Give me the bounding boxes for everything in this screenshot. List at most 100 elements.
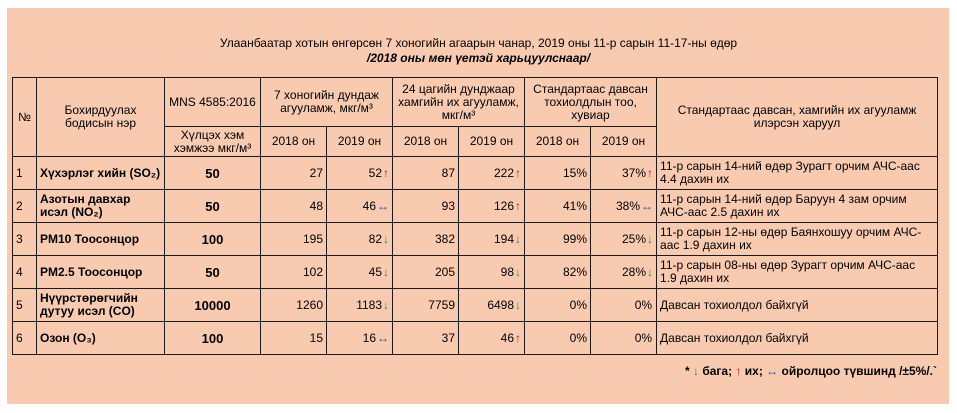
header-pollutant: Бохирдуулах бодисын нэр [36, 77, 165, 157]
cell-value: 46 [500, 330, 515, 345]
exceed-2019: 0% [590, 288, 658, 322]
table-row: 5 Нүүрстөрөгчийн дутуу исэл (CO) 10000 1260… [12, 288, 939, 322]
exceed-2018: 0% [524, 321, 592, 355]
avg-2018: 195 [260, 222, 327, 256]
arrow-down-icon: ↓ [383, 231, 389, 246]
arrow-left-right-icon: ↔ [377, 198, 389, 213]
arrow-down-icon: ↓ [515, 231, 522, 246]
avg-2018: 15 [260, 321, 327, 355]
exceed-2019: 0% [590, 321, 658, 355]
cell-value: 28% [622, 264, 647, 279]
max-2019: 6498↓ [457, 288, 526, 322]
cell-value: 0% [634, 330, 653, 345]
max-2018: 7759 [392, 288, 459, 322]
header-mns: MNS 4585:2016 [164, 77, 261, 127]
header-exceed-2019: 2019 он [590, 126, 658, 157]
avg-2018: 1260 [260, 288, 327, 322]
header-avg-2018: 2018 он [260, 126, 327, 157]
cell-value: 0% [634, 297, 653, 312]
avg-2019: 45↓ [326, 255, 393, 289]
air-quality-table: № Бохирдуулах бодисын нэр MNS 4585:2016 … [12, 77, 939, 355]
header-no: № [12, 77, 37, 157]
cell-value: 45 [368, 264, 382, 279]
cell-value: 16 [362, 330, 376, 345]
report-title: Улаанбаатар хотын өнгөрсөн 7 хоногийн аг… [219, 36, 738, 50]
exceed-2018: 82% [524, 255, 592, 289]
cell-value: 52 [368, 165, 382, 180]
legend-up-label: их; [744, 364, 763, 378]
arrow-down-icon: ↓ [647, 264, 654, 279]
report-subtitle: /2018 оны мөн үетэй харьцуулснаар/ [366, 51, 591, 65]
cell-value: 82 [368, 231, 382, 246]
avg-2018: 27 [260, 156, 327, 190]
cell-value: 6498 [487, 297, 515, 312]
header-row-top: № Бохирдуулах бодисын нэр MNS 4585:2016 … [12, 77, 939, 157]
cell-value: 25% [622, 231, 647, 246]
arrow-left-right-icon: ↔ [377, 330, 389, 345]
cell-value: 126 [493, 198, 515, 213]
arrow-up-icon: ↑ [647, 165, 654, 180]
header-max-exceed: Стандартаас давсан, хамгийн их агууламж … [656, 77, 939, 157]
arrow-up-icon: ↑ [515, 198, 522, 213]
exceed-2018: 99% [524, 222, 592, 256]
cell-value: 222 [493, 165, 515, 180]
max-2019: 126↑ [457, 189, 526, 223]
pollutant-name: Озон (O₃) [36, 321, 165, 355]
max-2018: 93 [392, 189, 459, 223]
pollutant-name: PM2.5 Тоосонцор [36, 255, 165, 289]
pollutant-name: PM10 Тоосонцор [36, 222, 165, 256]
max-2019: 222↑ [457, 156, 526, 190]
max-2019: 194↓ [457, 222, 526, 256]
header-row-years: Хүлцэх хэм хэмжээ мкг/м³ 2018 он 2019 он… [13, 126, 938, 157]
standard-limit: 50 [164, 189, 261, 223]
cell-value: 46 [362, 198, 376, 213]
avg-2019: 1183↓ [326, 288, 393, 322]
standard-limit: 50 [164, 156, 261, 190]
exceed-2019: 37%↑ [590, 156, 658, 190]
max-2018: 37 [392, 321, 459, 355]
table-body: 1 Хүхэрлэг хийн (SO₂) 50 27 52↑ 87 222↑ 15% 37%↑… [12, 156, 939, 355]
header-limit: Хүлцэх хэм хэмжээ мкг/м³ [164, 126, 261, 157]
standard-limit: 100 [164, 321, 261, 355]
arrow-left-right-icon: ↔ [766, 364, 779, 378]
exceed-2019: 28%↓ [590, 255, 658, 289]
pollutant-name: Азотын давхар исэл (NO₂) [36, 189, 165, 223]
max-2018: 382 [392, 222, 459, 256]
avg-2019: 52↑ [326, 156, 393, 190]
max-exceed-comment: 11-р сарын 14-ний өдөр Зурагт орчим АЧС-… [656, 156, 939, 190]
arrow-left-right-icon: ↔ [641, 198, 654, 213]
arrow-up-icon: ↑ [383, 165, 389, 180]
max-2018: 87 [392, 156, 459, 190]
table-row: 1 Хүхэрлэг хийн (SO₂) 50 27 52↑ 87 222↑ 15% 37%↑… [12, 156, 939, 190]
max-2018: 205 [392, 255, 459, 289]
header-exceed: Стандартаас давсан тохиолдлын тоо, хувиа… [524, 77, 658, 127]
header-avg-2019: 2019 он [326, 126, 393, 157]
legend-prefix: * [684, 364, 690, 378]
avg-2019: 82↓ [326, 222, 393, 256]
cell-value: 194 [493, 231, 515, 246]
standard-limit: 10000 [164, 288, 261, 322]
exceed-2018: 15% [524, 156, 592, 190]
avg-2019: 16↔ [326, 321, 393, 355]
table-row: 4 PM2.5 Тоосонцор 50 102 45↓ 205 98↓ 82% 28%↓ 11-… [12, 255, 939, 289]
max-exceed-comment: 11-р сарын 12-ны өдөр Баянхошуу орчим АЧ… [656, 222, 939, 256]
arrow-down-icon: ↓ [383, 297, 389, 312]
max-exceed-comment: 11-р сарын 08-ны өдөр Зурагт орчим АЧС-а… [656, 255, 939, 289]
arrow-down-icon: ↓ [647, 231, 654, 246]
row-number: 4 [12, 255, 37, 289]
header-exceed-2018: 2018 он [524, 126, 592, 157]
exceed-2019: 25%↓ [590, 222, 658, 256]
header-max-2018: 2018 он [392, 126, 459, 157]
standard-limit: 100 [164, 222, 261, 256]
standard-limit: 50 [164, 255, 261, 289]
row-number: 2 [12, 189, 37, 223]
exceed-2019: 38%↔ [590, 189, 658, 223]
cell-value: 38% [616, 198, 641, 213]
arrow-down-icon: ↓ [692, 364, 699, 378]
header-max24: 24 цагийн дунджаар хамгийн их агууламж, … [391, 77, 526, 127]
cell-value: 1183 [356, 297, 382, 312]
exceed-2018: 0% [524, 288, 592, 322]
legend-note: * ↓ бага; ↑ их; ↔ ойролцоо түвшинд /±5%/… [685, 364, 937, 378]
table-row: 2 Азотын давхар исэл (NO₂) 50 48 46↔ 93 126↑ 41… [12, 189, 939, 223]
avg-2018: 102 [260, 255, 327, 289]
